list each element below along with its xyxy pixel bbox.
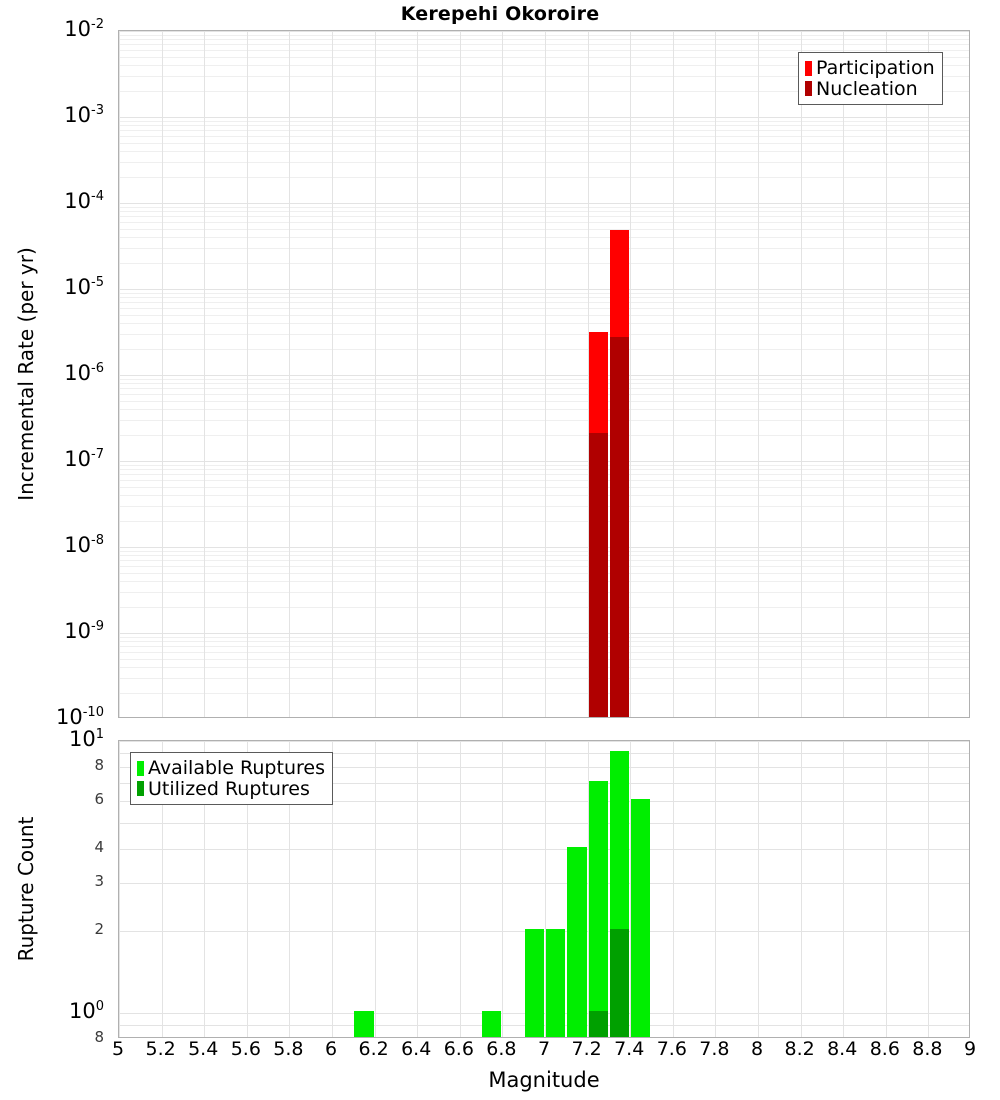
- x-tick-label: 5.4: [188, 1038, 219, 1060]
- x-tick-label: 6.2: [358, 1038, 389, 1060]
- bar-utilized-ruptures-m7.3: [609, 928, 630, 1037]
- bar-available-ruptures-m7.4: [631, 799, 651, 1037]
- x-tick-label: 8: [750, 1038, 764, 1060]
- rupture-count-legend: Available Ruptures Utilized Ruptures: [130, 752, 333, 806]
- rupture-count-y-axis-label: Rupture Count: [14, 816, 38, 962]
- y-tick-label: 10-6: [64, 361, 104, 385]
- x-tick-label: 6.8: [486, 1038, 517, 1060]
- x-tick-label: 7.2: [571, 1038, 602, 1060]
- x-tick-label: 6: [324, 1038, 338, 1060]
- legend-item-participation: Participation: [805, 58, 935, 79]
- bar-utilized-ruptures-m7.2: [588, 1010, 608, 1037]
- bar-available-ruptures-m6.9: [524, 928, 544, 1037]
- magnitude-x-axis-label: Magnitude: [488, 1068, 600, 1092]
- nucleation-color-swatch: [805, 81, 812, 97]
- bar-nucleation-m7.2: [588, 433, 608, 717]
- y-tick-label: 4: [94, 838, 104, 857]
- bar-available-ruptures-m6.1: [354, 1010, 374, 1037]
- bar-available-ruptures-m6.7: [482, 1010, 502, 1037]
- y-tick-label: 101: [68, 727, 104, 751]
- y-tick-label: 10-2: [64, 17, 104, 41]
- utilized-ruptures-color-swatch: [137, 781, 144, 797]
- x-tick-label: 7.6: [656, 1038, 687, 1060]
- y-tick-label: 10-7: [64, 447, 104, 471]
- y-tick-label: 100: [68, 998, 104, 1023]
- bar-available-ruptures-m7.2: [588, 781, 608, 1037]
- x-tick-label: 5.8: [273, 1038, 304, 1060]
- x-tick-label: 5: [111, 1038, 125, 1060]
- y-tick-label: 8: [94, 1028, 104, 1046]
- participation-color-swatch: [805, 60, 812, 76]
- bar-nucleation-m7.3: [609, 337, 630, 717]
- x-tick-label: 8.6: [869, 1038, 900, 1060]
- incremental-rate-plot-area: [119, 31, 969, 717]
- y-tick-label: 10-8: [64, 533, 104, 557]
- legend-label-nucleation: Nucleation: [816, 77, 918, 100]
- incremental-rate-legend: Participation Nucleation: [798, 52, 943, 106]
- x-tick-label: 8.2: [784, 1038, 815, 1060]
- x-tick-label: 5.2: [145, 1038, 176, 1060]
- x-tick-label: 6.6: [443, 1038, 474, 1060]
- x-tick-label: 8.4: [827, 1038, 858, 1060]
- y-tick-label: 10-5: [64, 275, 104, 299]
- page-title: Kerepehi Okoroire: [400, 3, 600, 25]
- legend-label-available-ruptures: Available Ruptures: [148, 757, 325, 779]
- legend-item-nucleation: Nucleation: [805, 77, 935, 100]
- x-tick-label: 7.8: [699, 1038, 730, 1060]
- rupture-count-plot-area: [119, 741, 969, 1037]
- y-tick-label: 2: [94, 919, 104, 938]
- x-tick-label: 9: [963, 1038, 977, 1060]
- available-ruptures-color-swatch: [137, 760, 144, 776]
- y-tick-label: 8: [94, 756, 104, 775]
- x-tick-label: 6.4: [401, 1038, 432, 1060]
- x-tick-label: 8.8: [912, 1038, 943, 1060]
- legend-item-available-ruptures: Available Ruptures: [137, 758, 325, 779]
- y-tick-label: 10-3: [64, 103, 104, 127]
- x-tick-label: 5.6: [230, 1038, 261, 1060]
- incremental-rate-y-axis-label: Incremental Rate (per yr): [14, 247, 38, 501]
- bar-available-ruptures-m7.1: [567, 847, 587, 1037]
- legend-label-utilized-ruptures: Utilized Ruptures: [148, 777, 310, 800]
- x-tick-label: 7.4: [614, 1038, 645, 1060]
- x-tick-label: 7: [537, 1038, 551, 1060]
- incremental-rate-panel: [118, 30, 970, 718]
- legend-item-utilized-ruptures: Utilized Ruptures: [137, 777, 325, 800]
- bar-available-ruptures-m7: [546, 928, 566, 1037]
- y-tick-label: 6: [94, 790, 104, 809]
- y-tick-label: 10-10: [56, 705, 104, 729]
- legend-label-participation: Participation: [816, 57, 935, 79]
- y-tick-label: 10-9: [64, 619, 104, 643]
- y-tick-label: 3: [94, 872, 104, 891]
- y-tick-label: 10-4: [64, 189, 104, 213]
